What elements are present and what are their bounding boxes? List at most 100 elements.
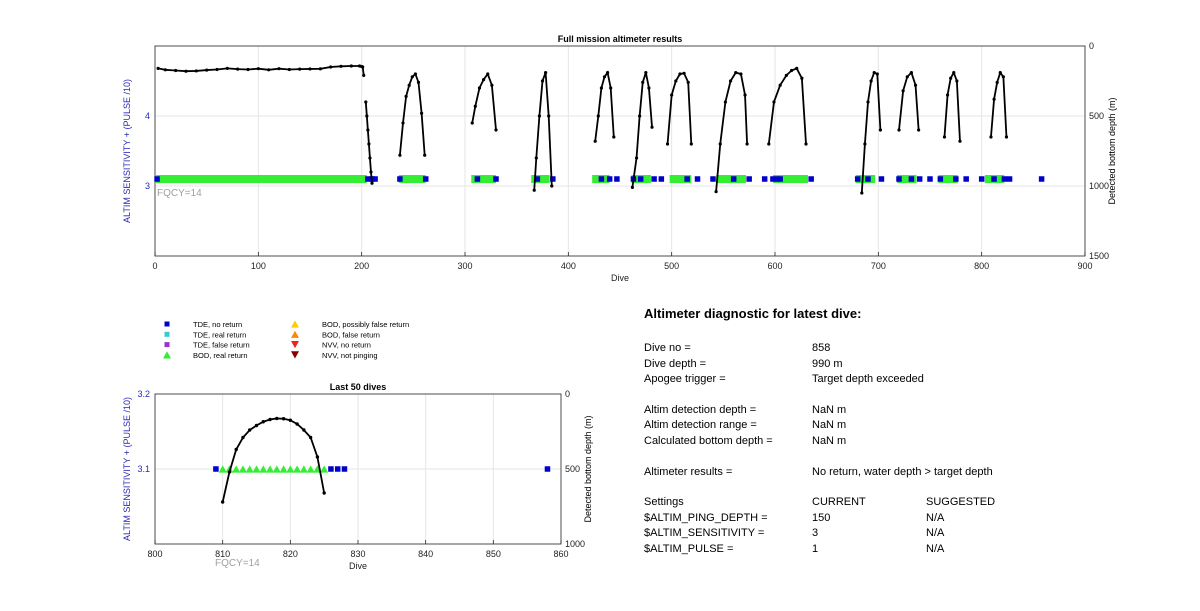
legend-label: BOD, false return (322, 330, 380, 339)
main-bottom-depth-point (913, 83, 918, 87)
main-tde-no-return-marker (684, 176, 690, 182)
main-bottom-depth-point (955, 79, 959, 83)
dive-depth-value: 990 m (812, 357, 843, 370)
last50-bottom-depth-point (302, 428, 306, 432)
main-bottom-depth-point (942, 135, 947, 139)
main-y-right-tick-label: 500 (1089, 111, 1104, 121)
main-bottom-depth-point (366, 128, 370, 132)
main-bod-real-return-band (471, 175, 496, 183)
main-bottom-depth-point (745, 142, 749, 146)
main-bottom-depth-line (533, 72, 553, 191)
main-bottom-depth-line (860, 71, 882, 194)
legend-label: TDE, no return (193, 320, 242, 329)
main-bottom-depth-point (413, 72, 417, 76)
legend-marker-square (164, 331, 170, 337)
main-bottom-depth-point (490, 83, 494, 87)
last50-bottom-depth-point (234, 447, 238, 452)
main-tde-no-return-marker (730, 176, 737, 182)
detection-depth-row: Altim detection depth = NaN m (644, 403, 1184, 419)
setting-name: $ALTIM_SENSITIVITY = (644, 527, 765, 540)
last50-bod-real-return-marker (259, 465, 268, 473)
last50-x-tick-label: 830 (350, 549, 365, 559)
main-bottom-depth-point (537, 114, 542, 118)
last50-xlabel: Dive (349, 561, 367, 571)
main-tde-no-return-marker (1006, 176, 1013, 182)
main-bottom-depth-point (647, 86, 651, 90)
main-bottom-depth-point (860, 191, 864, 195)
main-tde-no-return-marker (953, 176, 959, 182)
last50-bottom-depth-point (295, 422, 299, 426)
setting-suggested: N/A (926, 527, 945, 540)
legend-label: NVV, not pinging (322, 351, 378, 360)
main-plot-frame (154, 45, 1086, 257)
main-tde-no-return-marker (365, 176, 371, 182)
main-bottom-depth-point (995, 80, 999, 84)
main-bottom-depth-point (544, 71, 548, 75)
main-tde-no-return-marker (865, 176, 871, 182)
main-bottom-depth-point (205, 68, 209, 72)
last50-bottom-depth-point (241, 435, 245, 440)
dive-no-label: Dive no = (644, 342, 691, 354)
setting-name: $ALTIM_PING_DEPTH = (644, 511, 768, 524)
last50-x-tick-label: 820 (283, 549, 298, 559)
main-bottom-depth-point (540, 79, 545, 83)
main-bottom-depth-point (267, 68, 271, 72)
setting-current: 3 (812, 527, 819, 540)
legend-marker-square (164, 342, 170, 348)
main-tde-no-return-marker (397, 176, 403, 182)
main-bottom-depth-point (349, 64, 353, 68)
legend-marker-square (164, 321, 170, 327)
main-tde-no-return-marker (963, 176, 969, 182)
last50-bod-real-return-marker (218, 465, 227, 473)
last50-ylabel-right: Detected bottom depth (m) (583, 415, 593, 522)
main-bottom-depth-point (194, 69, 198, 73)
main-tde-no-return-marker (550, 176, 556, 182)
main-bod-real-return-band (531, 175, 550, 183)
main-tde-no-return-marker (372, 176, 378, 182)
main-x-tick-label: 0 (152, 261, 157, 271)
main-bottom-depth-point (606, 71, 610, 75)
main-tde-no-return-marker (770, 176, 776, 182)
main-bottom-depth-point (407, 83, 411, 87)
main-bottom-depth-point (398, 153, 402, 157)
bottom-depth-row: Calculated bottom depth = NaN m (644, 434, 1184, 450)
main-bottom-depth-point (989, 135, 993, 139)
main-x-tick-label: 300 (457, 261, 472, 271)
main-bottom-depth-point (369, 170, 373, 174)
last50-bottom-depth-point (275, 416, 279, 421)
main-tde-no-return-marker (154, 176, 160, 182)
main-bottom-depth-point (630, 185, 635, 189)
last50-bod-real-return-marker (320, 465, 329, 473)
main-bottom-depth-point (778, 83, 782, 87)
main-bottom-depth-point (689, 142, 693, 146)
main-bottom-depth-line (594, 70, 615, 142)
main-y-left-tick-label: 3 (145, 181, 150, 191)
last50-axes: 800 810 820 830 840 850 860 3.1 3.2 0 500 1000 Last … (122, 382, 593, 571)
detection-range-label: Altim detection range = (644, 419, 757, 432)
apogee-value: Target depth exceeded (812, 373, 924, 386)
main-bottom-depth-point (784, 73, 788, 77)
main-bottom-depth-point (246, 67, 250, 72)
main-bottom-depth-point (901, 89, 905, 93)
main-x-tick-label: 200 (354, 261, 369, 271)
results-row: Altimeter results = No return, water dep… (644, 465, 1184, 481)
last50-bottom-depth-point (281, 417, 286, 421)
last50-y-right-tick-label: 500 (565, 464, 580, 474)
main-tde-no-return-marker (991, 176, 997, 182)
main-ylabel-right: Detected bottom depth (m) (1107, 97, 1117, 204)
main-bottom-depth-point (368, 156, 372, 160)
main-bottom-depth-point (686, 80, 690, 84)
results-value: No return, water depth > target depth (812, 465, 993, 478)
main-bottom-depth-point (534, 156, 538, 160)
dive-depth-label: Dive depth = (644, 357, 707, 370)
main-bottom-depth-point (734, 71, 738, 75)
setting-row-ping-depth: $ALTIM_PING_DEPTH = 150 N/A (644, 511, 1184, 527)
main-bottom-depth-point (795, 66, 799, 70)
main-bottom-depth-point (494, 128, 498, 132)
last50-bod-real-return-marker (306, 465, 315, 473)
main-bottom-depth-point (878, 128, 883, 132)
main-tde-no-return-marker (710, 176, 716, 182)
main-y-left-tick-label: 4 (145, 111, 150, 121)
main-tde-no-return-marker (908, 176, 915, 182)
